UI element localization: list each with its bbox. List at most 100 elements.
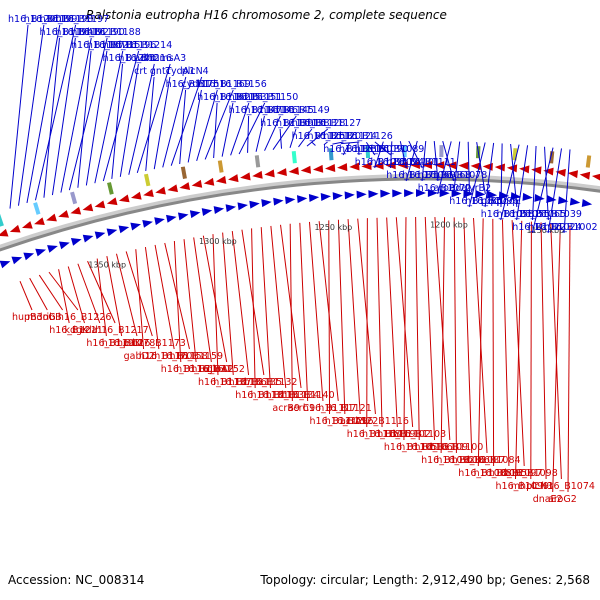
forward-gene-leader-h16-b1139 — [279, 128, 283, 149]
forward-gene-label-h16-b1078: h16_B1078 — [434, 170, 488, 181]
forward-gene-leader-h16-b1151 — [230, 102, 250, 156]
forward-gene-label-h16-b1085: h16_B1085 — [449, 196, 503, 207]
forward-gene-arrow — [59, 241, 70, 250]
feature-block — [70, 191, 78, 205]
forward-gene-arrow-shape — [177, 212, 189, 221]
forward-gene-arrow-shape — [522, 192, 533, 201]
forward-gene-arrow — [439, 189, 450, 198]
feature-block — [439, 145, 444, 158]
forward-gene-arrow — [166, 214, 177, 223]
reverse-gene-label-eda: eda — [80, 325, 98, 336]
reverse-gene-label-hupb3: hupB3 — [12, 312, 43, 323]
feature-block — [254, 155, 261, 168]
forward-gene-arrow-shape — [368, 190, 379, 199]
reverse-gene-arrow-shape — [591, 173, 600, 182]
forward-gene-leader-gntt — [153, 76, 171, 170]
forward-gene-arrow-shape — [82, 234, 94, 243]
forward-gene-label-h16-b1153: h16_B1153 — [213, 92, 267, 103]
reverse-gene-leader-mhpc — [530, 221, 532, 480]
summary-line: Topology: circular; Length: 2,912,490 bp… — [260, 573, 590, 587]
reverse-gene-leader-h16-b1099 — [515, 220, 523, 480]
forward-gene-arrow-shape — [296, 195, 308, 204]
reverse-gene-arrow — [361, 162, 372, 171]
tick-labels: 1150 kbp 1200 kbp 1250 kbp 1300 kbp 1350 kbp — [88, 220, 564, 269]
forward-gene-arrow — [546, 195, 557, 203]
reverse-gene-arrow — [409, 160, 420, 169]
reverse-gene-arrow-shape — [34, 217, 45, 225]
reverse-gene-arrow-shape — [9, 224, 21, 233]
forward-gene-leader-h16-b1068 — [433, 141, 439, 182]
forward-gene-arrow — [392, 189, 403, 198]
tick-label: 1250 kbp — [315, 223, 353, 232]
reverse-gene-label-h16-b1137: h16_B1137 — [198, 377, 252, 388]
forward-gene-arrow-shape — [463, 189, 474, 198]
forward-gene-leader-h16-b1096 — [484, 142, 495, 208]
reverse-gene-arrow — [155, 186, 166, 195]
forward-gene-arrow-shape — [534, 193, 545, 202]
reverse-gene-arrow-shape — [531, 166, 542, 175]
forward-gene-arrow — [356, 190, 367, 199]
reverse-gene-arrow — [118, 194, 130, 203]
reverse-gene-arrow — [240, 172, 251, 181]
reverse-gene-arrow — [203, 177, 215, 186]
forward-gene-label-h16-b1071: h16_B1071 — [386, 170, 440, 181]
forward-gene-leader-pqqd — [500, 143, 503, 208]
reverse-gene-arrow-shape — [506, 164, 518, 173]
reverse-gene-arrow-shape — [0, 228, 9, 237]
forward-gene-arrow-shape — [166, 214, 177, 223]
reverse-gene-leader-h16-b1095 — [492, 218, 495, 467]
reverse-gene-label-h16-b1132: h16_B1132 — [244, 377, 298, 388]
forward-gene-leader-h16-b1169 — [196, 89, 218, 162]
reverse-gene-label-dnae2: dnaE2 — [533, 494, 563, 505]
reverse-gene-leader-acrc9 — [299, 222, 309, 402]
reverse-gene-leader-h16-b1088 — [477, 218, 484, 467]
reverse-gene-arrow-shape — [179, 182, 191, 190]
forward-gene-leader-h16-b1200 — [9, 24, 29, 209]
reverse-gene-leader-h16-b1109 — [424, 216, 436, 441]
reverse-gene-label-h16-b1122: h16_B1122 — [325, 416, 379, 427]
reverse-gene-label-h16-b1158: h16_B1158 — [154, 351, 208, 362]
reverse-gene-label-h16-b1086: h16_B1086 — [436, 455, 490, 466]
forward-gene-arrow — [557, 196, 569, 205]
forward-gene-arrow — [581, 199, 593, 207]
reverse-gene-label-h16-b1226: h16_B1226 — [58, 312, 112, 323]
forward-gene-arrow-shape — [59, 241, 70, 250]
reverse-gene-arrow — [567, 170, 579, 179]
reverse-gene-arrow-shape — [167, 184, 178, 193]
reverse-gene-label-h16-b1116: h16_B1116 — [355, 416, 409, 427]
forward-gene-label-h16-b1187: h16_B1187 — [71, 40, 125, 51]
forward-gene-leader-h16-b1124 — [332, 141, 344, 145]
forward-gene-leader-adhc — [128, 63, 155, 175]
forward-gene-leader-h16-b1199 — [17, 24, 45, 206]
reverse-gene-arrow — [46, 213, 57, 222]
forward-gene-label-h16-b1094: h16_B1094 — [371, 157, 425, 168]
reverse-gene-leader-h16-b1100 — [434, 217, 451, 441]
reverse-gene-label-plcn3: plcN3 — [526, 481, 553, 492]
reverse-gene-label-h16-b1087: h16_B1087 — [452, 455, 506, 466]
forward-gene-label-h16-b1024: h16_B1024 — [528, 222, 582, 233]
reverse-gene-label-h16-b1159: h16_B1159 — [170, 351, 224, 362]
forward-gene-arrow-shape — [70, 238, 82, 246]
reverse-gene-arrow — [179, 182, 191, 190]
reverse-gene-arrow-shape — [409, 160, 420, 169]
reverse-gene-arrow — [422, 161, 433, 170]
forward-gene-arrow — [106, 228, 118, 237]
forward-gene-label-h16-b1090: h16_B1090 — [355, 144, 409, 155]
forward-gene-arrow-shape — [94, 231, 106, 240]
forward-gene-leader-h16-b1058 — [500, 144, 520, 221]
forward-gene-label-h16-b1089: h16_B1089 — [371, 144, 425, 155]
forward-gene-label-mmsa3: mmsA3 — [150, 53, 186, 64]
reverse-gene-label-h16-b1170: h16_B1170 — [139, 351, 193, 362]
forward-gene-arrow-shape — [201, 208, 213, 217]
forward-gene-leader-cydb1 — [187, 89, 202, 163]
forward-gene-label-ada: ada — [450, 183, 468, 194]
reverse-gene-label-h16-b1118: h16_B1118 — [347, 429, 401, 440]
forward-gene-label-h16-b1022: h16_B1022 — [512, 222, 566, 233]
forward-gene-arrow-shape — [392, 189, 403, 198]
chromosome-title: Ralstonia eutropha H16 chromosome 2, com… — [86, 8, 447, 22]
length-label: Length: — [372, 573, 419, 587]
reverse-gene-arrow-shape — [94, 200, 106, 209]
reverse-gene-leader-mdog — [29, 277, 48, 311]
length-value: 2,912,490 bp — [421, 573, 502, 587]
forward-gene-arrow — [23, 252, 35, 261]
